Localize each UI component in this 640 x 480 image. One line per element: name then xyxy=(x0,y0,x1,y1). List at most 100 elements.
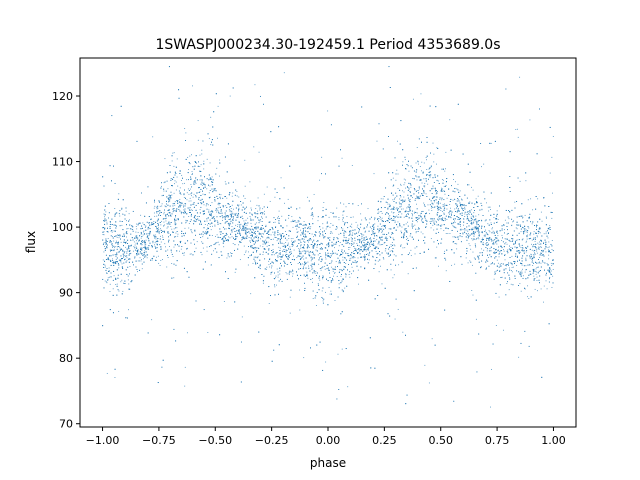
data-point xyxy=(209,196,211,198)
data-point xyxy=(444,203,445,205)
data-point xyxy=(377,225,379,227)
data-point xyxy=(126,255,128,257)
data-point xyxy=(527,245,529,247)
data-point xyxy=(243,245,245,247)
data-point xyxy=(112,288,114,290)
data-point xyxy=(303,274,305,276)
data-point xyxy=(102,234,104,235)
data-point xyxy=(341,157,343,159)
data-point xyxy=(487,206,489,208)
data-point xyxy=(222,217,224,219)
data-point xyxy=(473,212,475,214)
data-point xyxy=(313,240,315,242)
data-point xyxy=(525,241,527,243)
data-point xyxy=(149,232,151,234)
data-point xyxy=(135,246,137,248)
data-point xyxy=(312,215,314,217)
data-point xyxy=(155,259,157,261)
data-point xyxy=(300,251,302,253)
data-point xyxy=(510,283,512,285)
data-point xyxy=(237,225,238,227)
data-point xyxy=(413,212,415,214)
data-point xyxy=(370,245,371,247)
data-point xyxy=(250,207,252,209)
data-point xyxy=(333,275,335,277)
data-point xyxy=(486,260,488,262)
data-point xyxy=(249,232,251,234)
data-point xyxy=(176,218,178,220)
data-point xyxy=(296,228,298,230)
data-point xyxy=(330,290,332,292)
data-point xyxy=(460,220,462,222)
data-point xyxy=(210,229,212,231)
data-point xyxy=(122,213,124,215)
data-point xyxy=(279,238,281,240)
data-point xyxy=(406,242,408,244)
data-point xyxy=(429,221,431,222)
data-point xyxy=(323,202,325,203)
data-point xyxy=(433,201,435,203)
data-point xyxy=(421,161,423,163)
data-point xyxy=(103,213,105,215)
data-point xyxy=(470,209,472,211)
data-point xyxy=(223,301,225,302)
data-point xyxy=(440,228,442,230)
data-point xyxy=(222,239,224,241)
data-point xyxy=(186,192,188,194)
data-point xyxy=(433,207,435,209)
data-point xyxy=(400,184,402,186)
data-point xyxy=(322,275,324,277)
data-point xyxy=(206,246,208,248)
data-point xyxy=(228,215,229,217)
data-point xyxy=(379,216,381,217)
data-point xyxy=(250,217,252,219)
data-point xyxy=(512,239,514,241)
data-point xyxy=(135,226,137,227)
data-point xyxy=(468,212,470,214)
data-point xyxy=(112,246,113,248)
data-point xyxy=(363,243,365,245)
data-point xyxy=(521,245,523,246)
data-point xyxy=(396,207,398,209)
data-point xyxy=(319,279,321,281)
data-point xyxy=(371,228,373,230)
data-point xyxy=(541,254,543,256)
data-point xyxy=(159,211,161,213)
data-point xyxy=(351,238,353,240)
data-point xyxy=(405,239,407,240)
data-point xyxy=(409,191,411,192)
data-point xyxy=(414,224,416,226)
data-point xyxy=(103,242,104,244)
data-point xyxy=(467,233,469,235)
data-point xyxy=(208,209,210,211)
data-point xyxy=(496,210,498,212)
data-point xyxy=(272,249,274,251)
data-point xyxy=(182,204,184,206)
data-point xyxy=(476,224,478,226)
data-point xyxy=(240,227,241,229)
data-point xyxy=(278,253,280,255)
data-point xyxy=(254,84,256,86)
data-point xyxy=(192,196,194,198)
data-point xyxy=(217,210,219,212)
data-point xyxy=(299,249,301,251)
data-point xyxy=(303,250,305,252)
data-point xyxy=(432,224,434,226)
data-point xyxy=(207,204,209,206)
data-point xyxy=(173,228,175,230)
data-point xyxy=(209,226,211,227)
data-point xyxy=(154,244,155,246)
data-point xyxy=(384,214,386,215)
data-point xyxy=(179,192,181,193)
scatter-points xyxy=(102,66,554,408)
data-point xyxy=(516,224,518,226)
data-point xyxy=(405,231,407,233)
data-point xyxy=(465,257,467,259)
data-point xyxy=(129,266,131,267)
data-point xyxy=(475,318,477,320)
data-point xyxy=(412,98,414,100)
data-point xyxy=(533,233,535,235)
data-point xyxy=(404,247,406,249)
data-point xyxy=(182,183,184,185)
data-point xyxy=(126,236,127,238)
